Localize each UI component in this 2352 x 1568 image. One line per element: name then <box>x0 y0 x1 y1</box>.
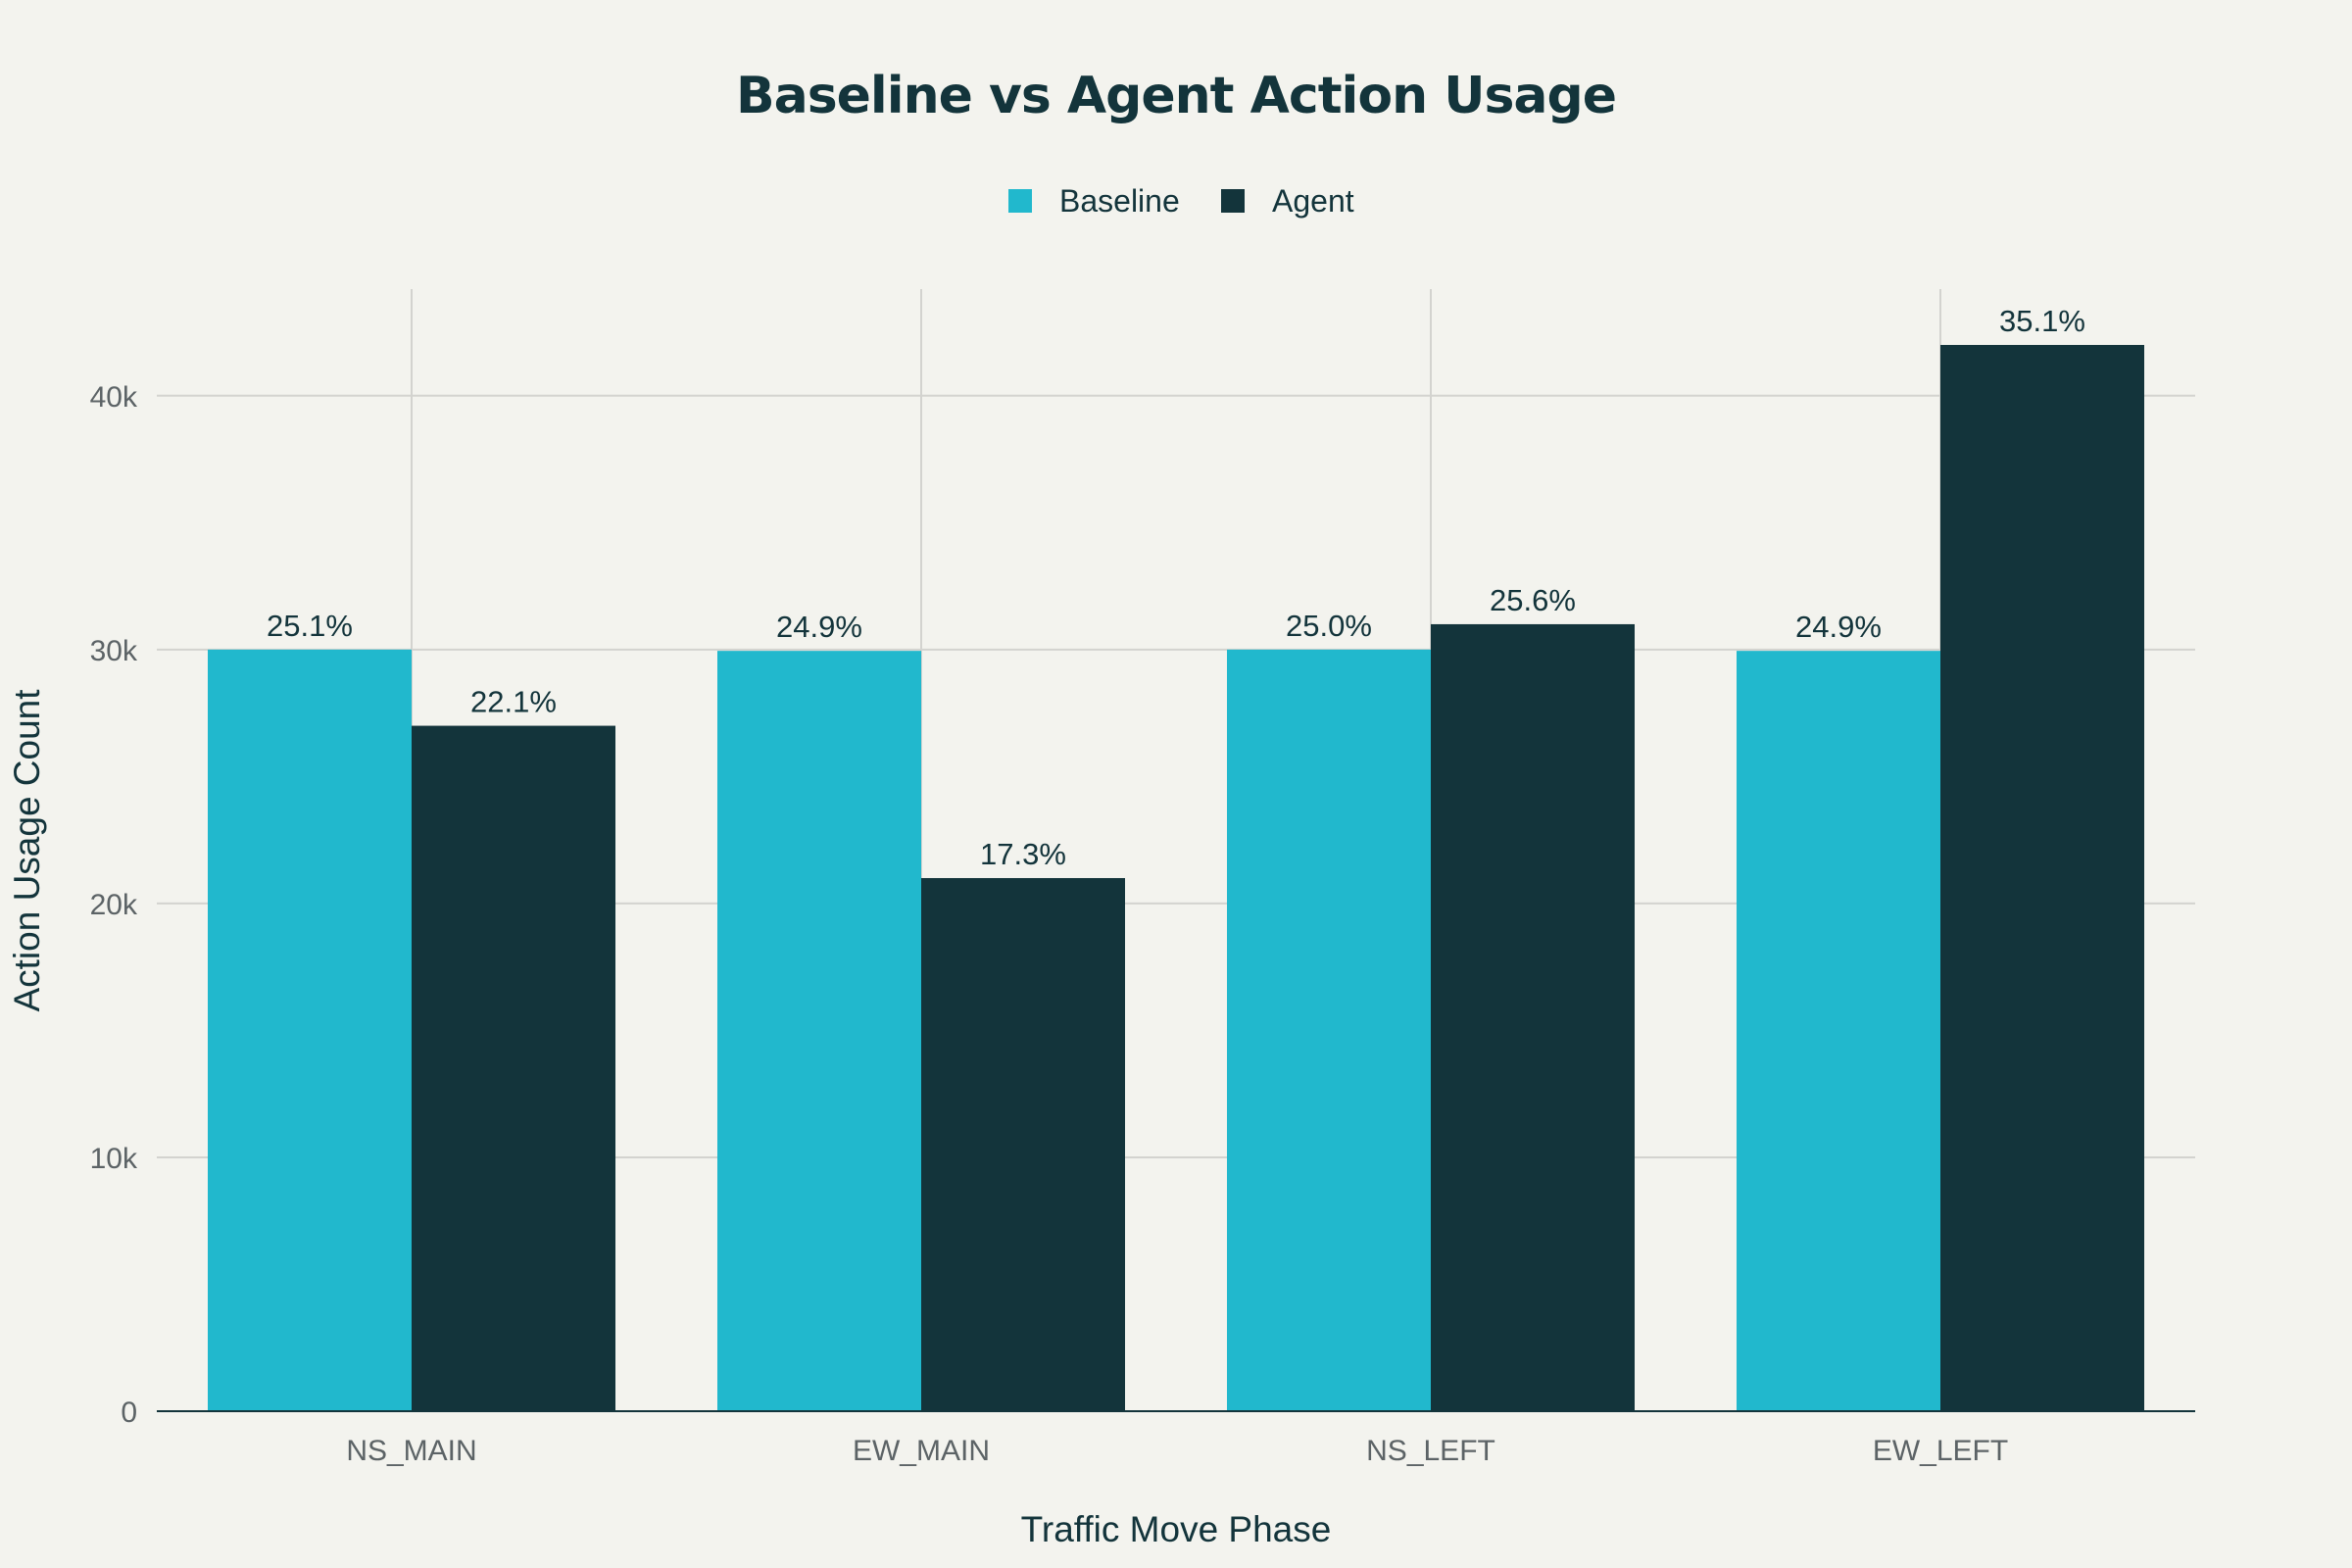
y-tick-label: 0 <box>121 1396 137 1429</box>
bar-baseline-ew_left <box>1737 651 1940 1411</box>
bar-baseline-ns_main <box>208 649 412 1411</box>
y-tick-label: 40k <box>90 381 138 414</box>
bar-baseline-ns_left <box>1227 649 1431 1411</box>
data-labels: 25.1% 22.1% 24.9% 17.3% 25.0% 25.6% 24.9% 35.1% <box>267 304 2085 871</box>
y-tick-label: 20k <box>90 889 138 921</box>
chart-title: Baseline vs Agent Action Usage <box>736 67 1616 125</box>
y-axis-title: Action Usage Count <box>7 689 47 1012</box>
x-tick-label: NS_LEFT <box>1366 1435 1495 1467</box>
y-tick-label: 10k <box>90 1143 138 1175</box>
data-label: 25.0% <box>1286 609 1372 643</box>
x-tick-label: NS_MAIN <box>346 1435 476 1467</box>
legend-label-agent: Agent <box>1272 183 1354 219</box>
x-tick-label: EW_MAIN <box>853 1435 990 1467</box>
x-tick-label: EW_LEFT <box>1873 1435 2008 1467</box>
data-label: 22.1% <box>470 685 557 719</box>
bar-agent-ns_left <box>1431 623 1635 1411</box>
bar-agent-ew_left <box>1940 344 2144 1411</box>
x-axis-ticks: NS_MAIN EW_MAIN NS_LEFT EW_LEFT <box>346 1435 2008 1467</box>
legend: Baseline Agent <box>1008 183 1354 219</box>
data-label: 25.6% <box>1490 583 1576 617</box>
legend-swatch-baseline <box>1008 189 1032 213</box>
data-label: 17.3% <box>980 837 1066 871</box>
data-label: 24.9% <box>776 610 862 644</box>
y-tick-label: 30k <box>90 635 138 667</box>
bar-agent-ew_main <box>921 877 1125 1411</box>
bar-baseline-ew_main <box>717 651 921 1411</box>
legend-swatch-agent <box>1221 189 1245 213</box>
data-label: 25.1% <box>267 609 353 643</box>
y-axis-ticks: 0 10k 20k 30k 40k <box>90 381 138 1429</box>
data-label: 24.9% <box>1795 610 1882 644</box>
bar-agent-ns_main <box>412 725 615 1411</box>
bars <box>208 344 2144 1411</box>
data-label: 35.1% <box>1999 304 2085 338</box>
x-axis-title: Traffic Move Phase <box>1021 1509 1332 1549</box>
legend-label-baseline: Baseline <box>1059 183 1180 219</box>
